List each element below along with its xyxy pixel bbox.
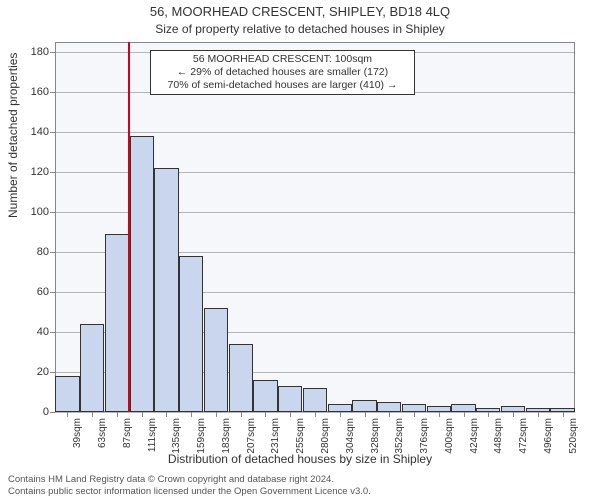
bar [303,388,327,412]
footer-line-2: Contains public sector information licen… [8,486,371,497]
xtick-label: 111sqm [147,416,158,452]
ytick-mark [50,252,55,253]
ytick-label: 180 [31,46,49,58]
xtick-mark [166,412,167,417]
footer-line-1: Contains HM Land Registry data © Crown c… [8,474,371,485]
plot-area: 020406080100120140160180 39sqm63sqm87sqm… [55,42,575,412]
xtick-mark [365,412,366,417]
bars-layer [55,42,575,412]
annotation-line: 56 MOORHEAD CRESCENT: 100sqm [155,53,410,66]
ytick-label: 40 [37,326,49,338]
xtick-mark [191,412,192,417]
bar [253,380,277,412]
footer-attribution: Contains HM Land Registry data © Crown c… [8,474,371,497]
ytick-mark [50,132,55,133]
ytick-mark [50,372,55,373]
xtick-label: 496sqm [543,416,554,454]
ytick-label: 60 [37,286,49,298]
xtick-mark [315,412,316,417]
xtick-mark [216,412,217,417]
bar [130,136,154,412]
bar [179,256,203,412]
ytick-label: 120 [31,166,49,178]
ytick-mark [50,412,55,413]
xtick-mark [241,412,242,417]
bar [278,386,302,412]
xtick-label: 304sqm [345,416,356,454]
ytick-mark [50,292,55,293]
ytick-label: 100 [31,206,49,218]
xtick-mark [340,412,341,417]
x-axis-label: Distribution of detached houses by size … [0,452,600,466]
xtick-mark [464,412,465,417]
xtick-label: 328sqm [370,416,381,454]
xtick-label: 231sqm [270,416,281,454]
xtick-label: 376sqm [419,416,430,454]
xtick-label: 352sqm [394,416,405,454]
bar [204,308,228,412]
ytick-mark [50,332,55,333]
ytick-mark [50,52,55,53]
xtick-label: 135sqm [171,416,182,454]
xtick-label: 159sqm [196,416,207,454]
bar [154,168,178,412]
xtick-mark [67,412,68,417]
xtick-label: 207sqm [246,416,257,454]
bar [55,376,79,412]
chart-title: 56, MOORHEAD CRESCENT, SHIPLEY, BD18 4LQ [0,4,600,19]
bar [377,402,401,412]
xtick-label: 520sqm [568,416,579,454]
ytick-label: 0 [43,406,49,418]
bar [80,324,104,412]
bar [328,404,352,412]
xtick-label: 424sqm [469,416,480,454]
ytick-label: 20 [37,366,49,378]
xtick-label: 183sqm [221,416,232,454]
xtick-mark [117,412,118,417]
bar [402,404,426,412]
marker-vline [128,42,130,412]
xtick-label: 63sqm [97,416,108,448]
xtick-label: 87sqm [122,416,133,448]
xtick-mark [513,412,514,417]
xtick-mark [414,412,415,417]
ytick-mark [50,172,55,173]
ytick-label: 160 [31,86,49,98]
xtick-mark [538,412,539,417]
xtick-mark [265,412,266,417]
annotation-line: ← 29% of detached houses are smaller (17… [155,66,410,79]
bar [451,404,475,412]
xtick-label: 400sqm [444,416,455,454]
xtick-label: 39sqm [72,416,83,448]
bar [229,344,253,412]
ytick-label: 80 [37,246,49,258]
bar [105,234,129,412]
xtick-label: 472sqm [518,416,529,454]
xtick-mark [488,412,489,417]
xtick-mark [439,412,440,417]
xtick-label: 280sqm [320,416,331,454]
ytick-mark [50,92,55,93]
xtick-mark [563,412,564,417]
xtick-mark [142,412,143,417]
chart-subtitle: Size of property relative to detached ho… [0,22,600,36]
annotation-box: 56 MOORHEAD CRESCENT: 100sqm← 29% of det… [150,50,415,95]
bar [352,400,376,412]
ytick-label: 140 [31,126,49,138]
xtick-mark [92,412,93,417]
annotation-line: 70% of semi-detached houses are larger (… [155,79,410,92]
xtick-label: 448sqm [493,416,504,454]
xtick-mark [290,412,291,417]
ytick-mark [50,212,55,213]
xtick-label: 255sqm [295,416,306,454]
y-axis-label: Number of detached properties [6,53,20,218]
xtick-mark [389,412,390,417]
